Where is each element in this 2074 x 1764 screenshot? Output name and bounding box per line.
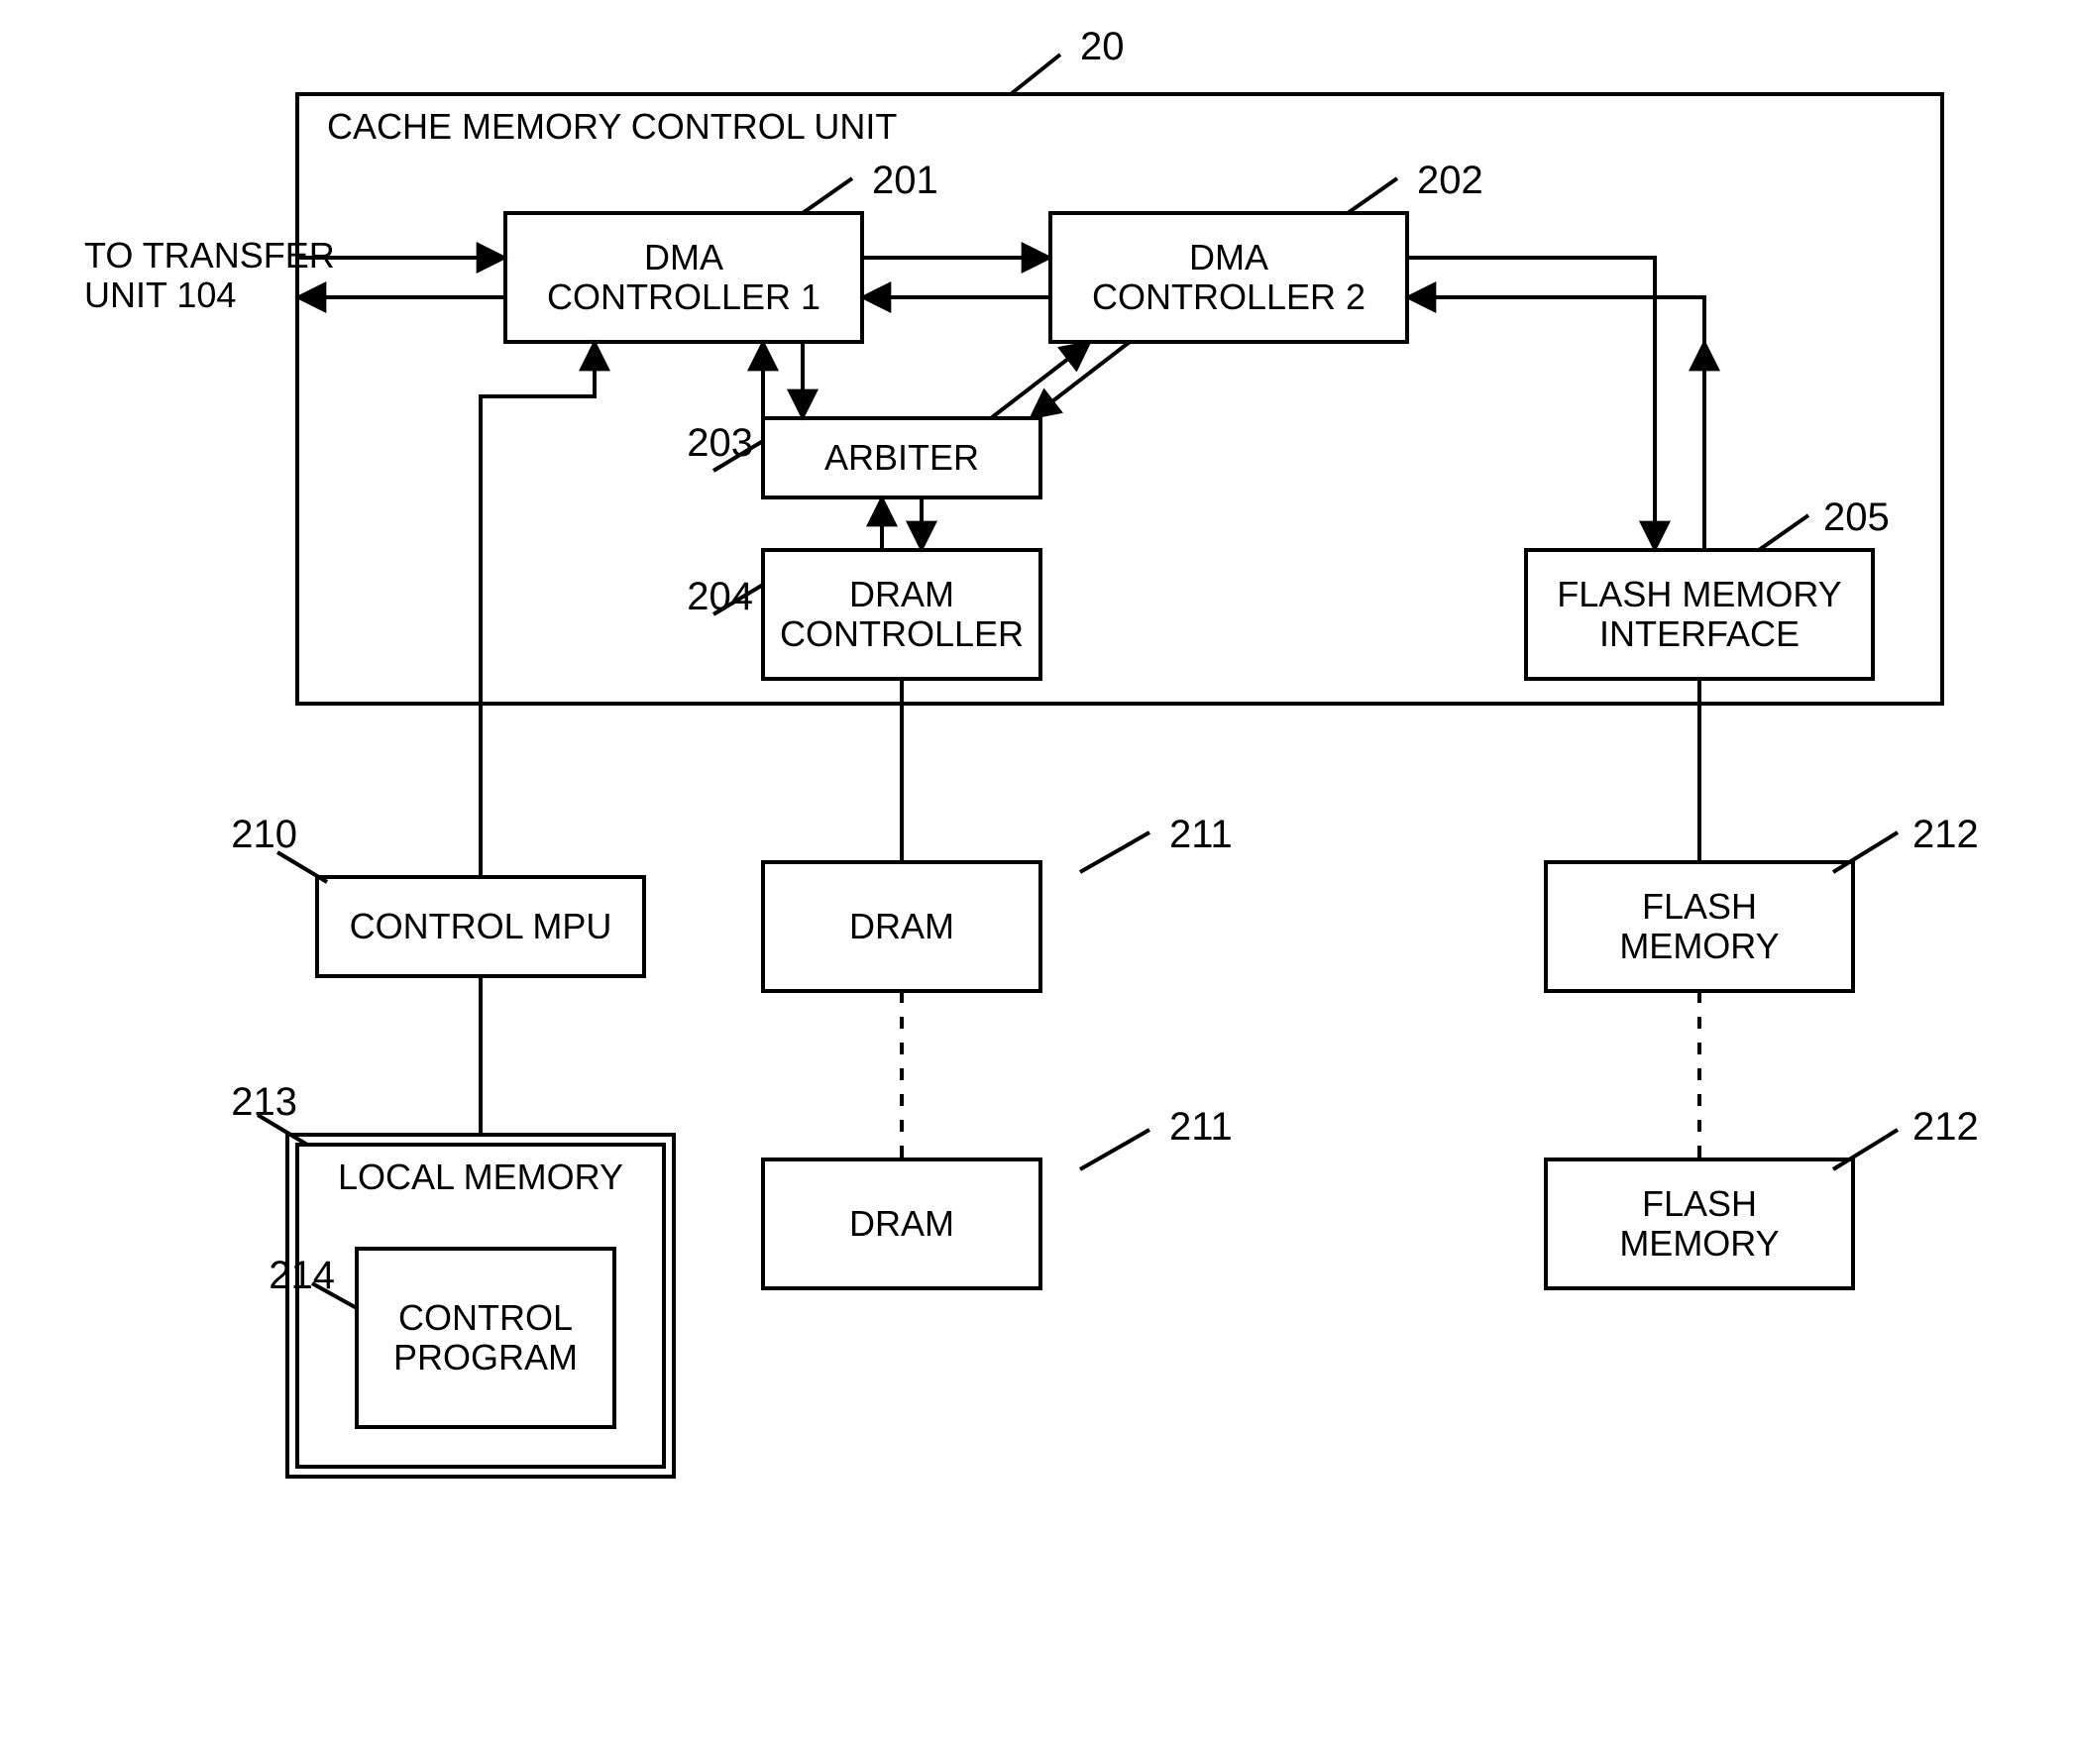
svg-text:UNIT 104: UNIT 104 xyxy=(84,275,236,315)
svg-text:LOCAL MEMORY: LOCAL MEMORY xyxy=(338,1157,623,1197)
diagram-canvas: CACHE MEMORY CONTROL UNIT20DMACONTROLLER… xyxy=(0,0,2074,1764)
svg-text:CONTROLLER: CONTROLLER xyxy=(780,613,1024,654)
svg-text:CONTROLLER 1: CONTROLLER 1 xyxy=(547,276,820,317)
svg-text:DRAM: DRAM xyxy=(849,1203,954,1244)
svg-text:201: 201 xyxy=(872,159,938,202)
svg-text:CONTROLLER 2: CONTROLLER 2 xyxy=(1092,276,1365,317)
svg-text:212: 212 xyxy=(1912,813,1979,856)
svg-text:MEMORY: MEMORY xyxy=(1619,926,1779,966)
svg-text:20: 20 xyxy=(1080,25,1125,68)
svg-text:TO TRANSFER: TO TRANSFER xyxy=(84,235,335,276)
svg-text:DRAM: DRAM xyxy=(849,906,954,946)
svg-text:202: 202 xyxy=(1417,159,1483,202)
svg-text:211: 211 xyxy=(1169,813,1233,856)
svg-text:CONTROL MPU: CONTROL MPU xyxy=(350,906,612,946)
svg-text:DMA: DMA xyxy=(1189,237,1268,277)
svg-text:FLASH: FLASH xyxy=(1642,886,1757,927)
svg-text:210: 210 xyxy=(231,813,297,856)
svg-text:FLASH MEMORY: FLASH MEMORY xyxy=(1557,574,1841,614)
svg-text:DMA: DMA xyxy=(644,237,723,277)
svg-text:DRAM: DRAM xyxy=(849,574,954,614)
svg-text:CACHE MEMORY CONTROL UNIT: CACHE MEMORY CONTROL UNIT xyxy=(327,106,897,147)
svg-text:212: 212 xyxy=(1912,1105,1979,1149)
svg-text:203: 203 xyxy=(687,421,753,465)
svg-text:FLASH: FLASH xyxy=(1642,1183,1757,1224)
svg-text:CONTROL: CONTROL xyxy=(398,1297,573,1338)
svg-text:INTERFACE: INTERFACE xyxy=(1599,613,1800,654)
svg-text:211: 211 xyxy=(1169,1105,1233,1149)
svg-text:ARBITER: ARBITER xyxy=(824,437,979,478)
svg-text:MEMORY: MEMORY xyxy=(1619,1223,1779,1264)
svg-text:205: 205 xyxy=(1823,496,1890,539)
svg-text:PROGRAM: PROGRAM xyxy=(393,1337,578,1378)
